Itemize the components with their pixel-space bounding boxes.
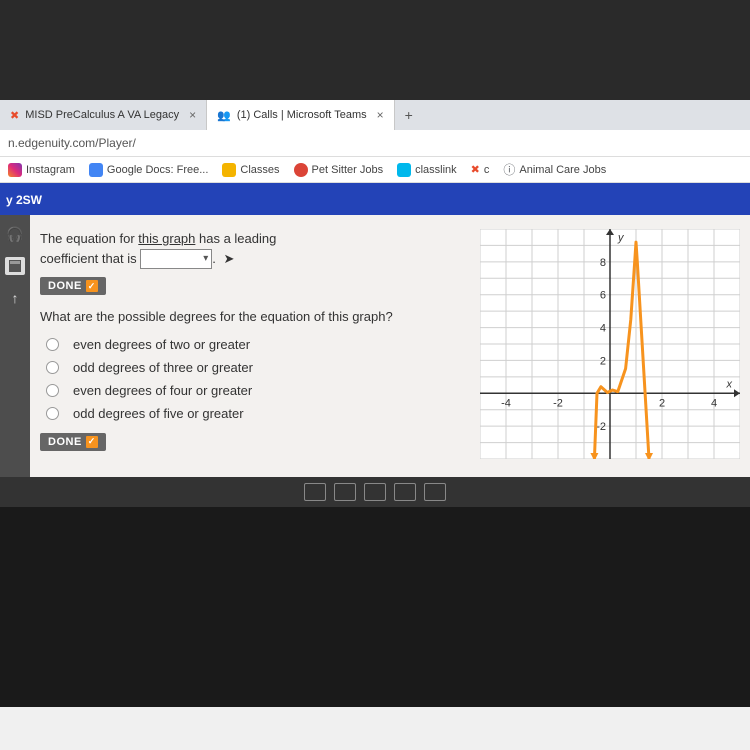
bookmark-classes[interactable]: Classes xyxy=(222,163,279,177)
footer-button[interactable] xyxy=(304,483,326,501)
bookmark-label: Instagram xyxy=(26,164,75,176)
question-panel: The equation for this graph has a leadin… xyxy=(40,229,470,463)
svg-text:-4: -4 xyxy=(501,397,511,409)
radio-icon[interactable] xyxy=(46,407,59,420)
bookmark-label: classlink xyxy=(415,164,457,176)
choice-d[interactable]: odd degrees of five or greater xyxy=(40,402,470,425)
headphones-icon[interactable]: 🎧 xyxy=(5,225,25,243)
footer-button[interactable] xyxy=(334,483,356,501)
coefficient-dropdown[interactable] xyxy=(140,249,212,269)
bookmark-label: Google Docs: Free... xyxy=(107,164,209,176)
svg-text:x: x xyxy=(726,378,733,390)
tab-title: MISD PreCalculus A VA Legacy xyxy=(25,109,179,121)
tab-title: (1) Calls | Microsoft Teams xyxy=(237,109,367,121)
choice-a[interactable]: even degrees of two or greater xyxy=(40,333,470,356)
bookmark-petsitter[interactable]: Pet Sitter Jobs xyxy=(294,163,384,177)
calculator-icon[interactable] xyxy=(5,257,25,275)
cursor-icon: ➤ xyxy=(223,251,234,266)
bookmark-googledocs[interactable]: Google Docs: Free... xyxy=(89,163,209,177)
question1-text: The equation for this graph has a leadin… xyxy=(40,229,470,269)
svg-text:4: 4 xyxy=(711,397,717,409)
tab-icon: 👥 xyxy=(217,109,231,122)
docs-icon xyxy=(89,163,103,177)
footer-button[interactable] xyxy=(394,483,416,501)
classlink-icon xyxy=(397,163,411,177)
tab-teams[interactable]: 👥 (1) Calls | Microsoft Teams × xyxy=(207,100,395,130)
bookmark-instagram[interactable]: Instagram xyxy=(8,163,75,177)
address-text: n.edgenuity.com/Player/ xyxy=(8,136,136,150)
done-button[interactable]: DONE ✓ xyxy=(40,433,106,451)
choice-c[interactable]: even degrees of four or greater xyxy=(40,379,470,402)
check-icon: ✓ xyxy=(86,280,98,292)
radio-icon[interactable] xyxy=(46,384,59,397)
bookmark-animalcare[interactable]: ⓘ Animal Care Jobs xyxy=(503,161,606,178)
close-icon[interactable]: × xyxy=(377,108,384,122)
question2-text: What are the possible degrees for the eq… xyxy=(40,307,470,327)
petsitter-icon xyxy=(294,163,308,177)
check-icon: ✓ xyxy=(86,436,98,448)
animalcare-icon: ⓘ xyxy=(503,161,515,178)
radio-icon[interactable] xyxy=(46,338,59,351)
choice-label: odd degrees of five or greater xyxy=(73,406,244,421)
player-footer xyxy=(0,477,750,507)
svg-text:2: 2 xyxy=(600,355,606,367)
tab-bar: ✖ MISD PreCalculus A VA Legacy × 👥 (1) C… xyxy=(0,100,750,130)
question-area: The equation for this graph has a leadin… xyxy=(30,215,750,477)
choice-label: even degrees of two or greater xyxy=(73,337,250,352)
choice-label: odd degrees of three or greater xyxy=(73,360,253,375)
tab-precalculus[interactable]: ✖ MISD PreCalculus A VA Legacy × xyxy=(0,100,207,130)
done-label: DONE xyxy=(48,280,82,292)
bookmark-label: Classes xyxy=(240,164,279,176)
tab-icon: ✖ xyxy=(10,109,19,122)
polynomial-graph: -4-224-22468xy xyxy=(480,229,740,459)
monitor-bezel-bottom xyxy=(0,507,750,707)
course-header: y 2SW xyxy=(0,183,750,215)
bookmark-label: Pet Sitter Jobs xyxy=(312,164,384,176)
classes-icon xyxy=(222,163,236,177)
close-icon[interactable]: × xyxy=(189,108,196,122)
up-arrow-icon[interactable]: ↑ xyxy=(5,289,25,307)
instagram-icon xyxy=(8,163,22,177)
bookmark-classlink[interactable]: classlink xyxy=(397,163,457,177)
svg-text:8: 8 xyxy=(600,257,606,269)
bookmarks-bar: Instagram Google Docs: Free... Classes P… xyxy=(0,157,750,183)
tool-sidebar: 🎧 ↑ xyxy=(0,215,30,477)
course-title: y 2SW xyxy=(6,193,42,207)
svg-text:-2: -2 xyxy=(553,397,563,409)
choice-label: even degrees of four or greater xyxy=(73,383,252,398)
done-label: DONE xyxy=(48,436,82,448)
radio-icon[interactable] xyxy=(46,361,59,374)
choices-list: even degrees of two or greater odd degre… xyxy=(40,333,470,425)
bookmark-c[interactable]: ✖ c xyxy=(471,163,490,176)
footer-button[interactable] xyxy=(424,483,446,501)
new-tab-button[interactable]: + xyxy=(395,107,423,123)
choice-b[interactable]: odd degrees of three or greater xyxy=(40,356,470,379)
svg-text:2: 2 xyxy=(659,397,665,409)
browser-window: ✖ MISD PreCalculus A VA Legacy × 👥 (1) C… xyxy=(0,100,750,507)
c-icon: ✖ xyxy=(471,163,480,176)
svg-text:6: 6 xyxy=(600,290,606,302)
footer-button[interactable] xyxy=(364,483,386,501)
bookmark-label: Animal Care Jobs xyxy=(519,164,606,176)
done-button[interactable]: DONE ✓ xyxy=(40,277,106,295)
monitor-bezel xyxy=(0,0,750,100)
svg-text:-2: -2 xyxy=(596,421,606,433)
address-bar[interactable]: n.edgenuity.com/Player/ xyxy=(0,130,750,157)
bookmark-label: c xyxy=(484,164,490,176)
svg-text:4: 4 xyxy=(600,323,606,335)
